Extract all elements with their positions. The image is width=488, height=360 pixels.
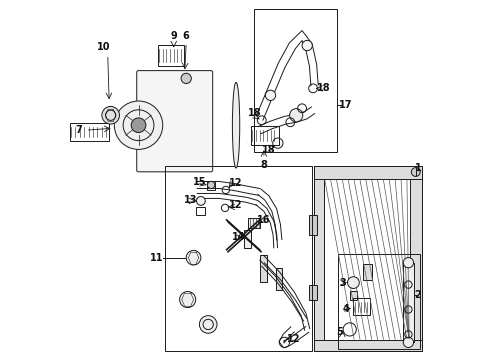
Bar — [259, 255, 266, 282]
Text: 12: 12 — [229, 178, 243, 188]
Text: 3: 3 — [338, 278, 345, 288]
Text: 12: 12 — [228, 200, 242, 210]
Circle shape — [410, 168, 419, 176]
Text: 12: 12 — [286, 334, 300, 345]
Text: 2: 2 — [414, 289, 421, 300]
Bar — [309, 285, 316, 300]
Bar — [196, 207, 205, 215]
Text: 4: 4 — [342, 303, 349, 314]
Text: 11: 11 — [150, 253, 163, 263]
Circle shape — [207, 181, 214, 189]
Bar — [313, 166, 421, 351]
Bar — [247, 218, 259, 228]
Bar — [309, 215, 316, 235]
Bar — [164, 166, 312, 351]
Circle shape — [181, 73, 191, 84]
Circle shape — [403, 257, 413, 268]
Circle shape — [289, 109, 302, 122]
Text: 14: 14 — [231, 232, 244, 242]
Text: 8: 8 — [260, 160, 267, 170]
Bar — [409, 166, 421, 351]
Bar — [157, 45, 183, 67]
Text: 9: 9 — [170, 31, 177, 41]
Bar — [254, 9, 337, 152]
Bar — [362, 264, 371, 280]
Bar — [250, 126, 279, 145]
Bar — [353, 298, 369, 315]
Circle shape — [199, 316, 217, 333]
Circle shape — [102, 107, 119, 124]
Circle shape — [196, 197, 205, 205]
Bar — [349, 291, 356, 300]
Bar — [244, 230, 250, 248]
Circle shape — [131, 118, 145, 132]
Text: 13: 13 — [183, 195, 197, 205]
Circle shape — [265, 90, 275, 100]
Text: 10: 10 — [97, 41, 110, 51]
Bar — [403, 263, 413, 342]
Text: 5: 5 — [335, 327, 342, 337]
Bar — [313, 166, 421, 179]
Bar — [207, 181, 214, 190]
Circle shape — [186, 250, 201, 265]
Text: 16: 16 — [257, 215, 270, 225]
Text: 18: 18 — [261, 145, 275, 155]
Circle shape — [179, 292, 195, 307]
Text: 6: 6 — [183, 31, 189, 41]
Ellipse shape — [232, 82, 239, 168]
Circle shape — [347, 277, 359, 288]
Bar — [69, 123, 109, 141]
Bar — [275, 268, 282, 289]
Text: 17: 17 — [339, 100, 352, 110]
Text: 7: 7 — [75, 125, 81, 135]
Bar — [337, 254, 419, 349]
Circle shape — [403, 337, 413, 347]
Circle shape — [114, 101, 163, 149]
Text: 1: 1 — [414, 163, 421, 173]
Bar — [313, 340, 421, 351]
Circle shape — [302, 40, 312, 51]
Circle shape — [123, 110, 154, 141]
Text: 15: 15 — [192, 177, 206, 187]
FancyBboxPatch shape — [137, 71, 212, 172]
Text: 18: 18 — [317, 84, 330, 93]
Bar — [313, 166, 324, 351]
Text: 18: 18 — [247, 108, 261, 118]
